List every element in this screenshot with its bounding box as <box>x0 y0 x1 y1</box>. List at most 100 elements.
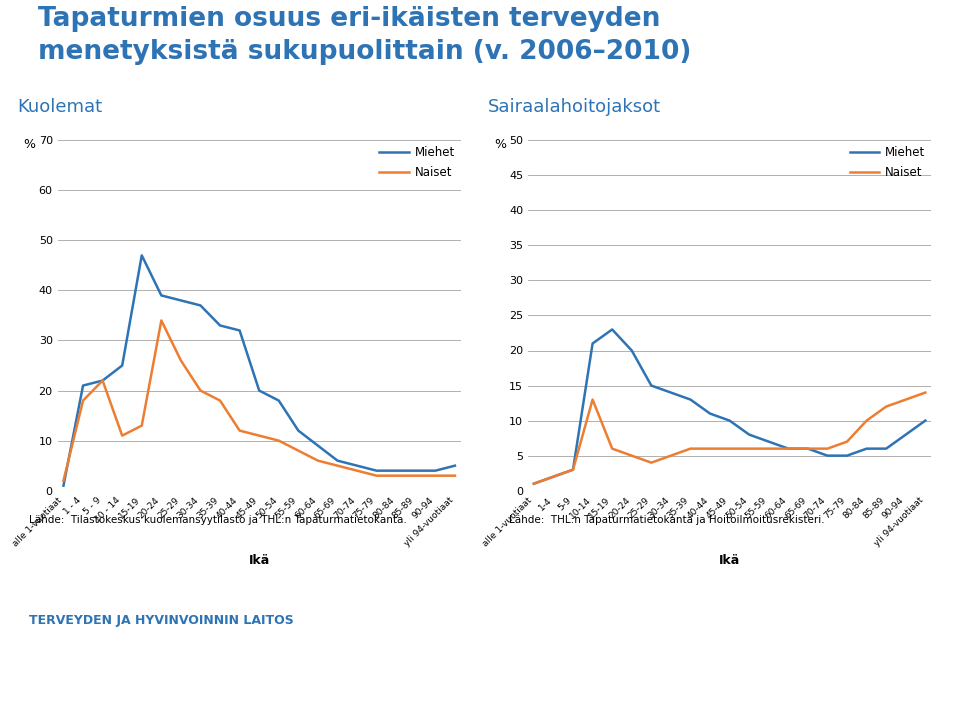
X-axis label: Ikä: Ikä <box>249 554 270 567</box>
Miehet <box>528 479 540 488</box>
Naiset <box>645 458 657 467</box>
Text: Lähde:  Tilastokeskus kuolemansyytilasto ja THL:n Tapaturmatietokanta.: Lähde: Tilastokeskus kuolemansyytilasto … <box>29 515 406 525</box>
Naiset <box>528 479 540 488</box>
Miehet <box>429 466 441 475</box>
Miehet <box>371 466 382 475</box>
Naiset <box>293 447 304 455</box>
X-axis label: Ikä: Ikä <box>719 554 740 567</box>
Naiset <box>214 396 226 404</box>
Miehet <box>822 451 833 460</box>
Naiset <box>97 376 108 385</box>
Naiset <box>195 386 206 395</box>
Miehet <box>253 386 265 395</box>
Text: Tapaturmien osuus eri-ikäisten terveyden
menetyksistä sukupuolittain (v. 2006–20: Tapaturmien osuus eri-ikäisten terveyden… <box>38 6 692 64</box>
Legend: Miehet, Naiset: Miehet, Naiset <box>379 146 455 179</box>
Naiset <box>371 472 382 480</box>
Naiset <box>78 396 89 404</box>
Miehet <box>97 376 108 385</box>
Miehet <box>645 381 657 390</box>
Miehet <box>548 472 560 481</box>
Naiset <box>782 444 794 453</box>
Line: Miehet: Miehet <box>534 329 925 484</box>
Naiset <box>234 426 246 435</box>
Naiset <box>136 421 148 430</box>
Naiset <box>763 444 775 453</box>
Naiset <box>567 465 579 474</box>
Naiset <box>900 395 911 404</box>
Miehet <box>156 291 167 299</box>
Naiset <box>607 444 618 453</box>
Naiset <box>449 472 461 480</box>
Naiset <box>58 477 69 485</box>
Miehet <box>724 416 735 425</box>
Naiset <box>880 402 892 411</box>
Miehet <box>175 297 186 305</box>
Miehet <box>665 388 677 397</box>
Naiset <box>587 395 598 404</box>
Miehet <box>763 437 775 446</box>
Miehet <box>293 426 304 435</box>
Text: TERVEYDEN JA HYVINVOINNIN LAITOS: TERVEYDEN JA HYVINVOINNIN LAITOS <box>29 614 294 627</box>
Miehet <box>684 395 696 404</box>
Miehet <box>861 444 873 453</box>
Miehet <box>214 321 226 329</box>
Naiset <box>156 316 167 325</box>
Naiset <box>548 472 560 481</box>
Line: Miehet: Miehet <box>63 255 455 486</box>
Miehet <box>880 444 892 453</box>
Naiset <box>665 451 677 460</box>
Legend: Miehet, Naiset: Miehet, Naiset <box>850 146 925 179</box>
Miehet <box>116 361 128 369</box>
Naiset <box>705 444 716 453</box>
Miehet <box>607 325 618 334</box>
Miehet <box>841 451 852 460</box>
Text: Lähde:  THL:n Tapaturmatietokanta ja Hoitoilmoitusrekisteri.: Lähde: THL:n Tapaturmatietokanta ja Hoit… <box>509 515 825 525</box>
Naiset <box>684 444 696 453</box>
Miehet <box>234 326 246 334</box>
Miehet <box>410 466 421 475</box>
Line: Naiset: Naiset <box>534 393 925 484</box>
Miehet <box>195 301 206 310</box>
Naiset <box>743 444 755 453</box>
Y-axis label: %: % <box>493 137 506 151</box>
Naiset <box>253 431 265 440</box>
Naiset <box>332 461 344 470</box>
Naiset <box>822 444 833 453</box>
Naiset <box>175 356 186 365</box>
Miehet <box>567 465 579 474</box>
Naiset <box>841 437 852 446</box>
Y-axis label: %: % <box>23 137 36 151</box>
Naiset <box>626 451 637 460</box>
Miehet <box>626 346 637 355</box>
Naiset <box>410 472 421 480</box>
Text: Kuolemat: Kuolemat <box>17 98 103 116</box>
Naiset <box>391 472 402 480</box>
Text: 23.10.2012: 23.10.2012 <box>19 668 90 681</box>
Miehet <box>782 444 794 453</box>
Naiset <box>803 444 814 453</box>
Naiset <box>116 431 128 440</box>
Line: Naiset: Naiset <box>63 320 455 481</box>
Miehet <box>920 416 931 425</box>
Miehet <box>136 251 148 259</box>
Naiset <box>273 437 284 445</box>
Naiset <box>724 444 735 453</box>
Miehet <box>900 430 911 439</box>
Naiset <box>920 388 931 397</box>
Miehet <box>312 442 324 450</box>
Text: Sairaalahoitojaksot: Sairaalahoitojaksot <box>488 98 660 116</box>
Miehet <box>273 396 284 404</box>
Naiset <box>351 466 363 475</box>
Miehet <box>587 339 598 348</box>
Text: Markkula, THL: Markkula, THL <box>436 668 524 681</box>
Naiset <box>312 456 324 465</box>
Miehet <box>351 461 363 470</box>
Miehet <box>743 430 755 439</box>
Naiset <box>861 416 873 425</box>
Miehet <box>78 381 89 390</box>
Miehet <box>58 482 69 490</box>
Text: 5: 5 <box>933 668 941 681</box>
Miehet <box>803 444 814 453</box>
Miehet <box>391 466 402 475</box>
Miehet <box>705 409 716 418</box>
